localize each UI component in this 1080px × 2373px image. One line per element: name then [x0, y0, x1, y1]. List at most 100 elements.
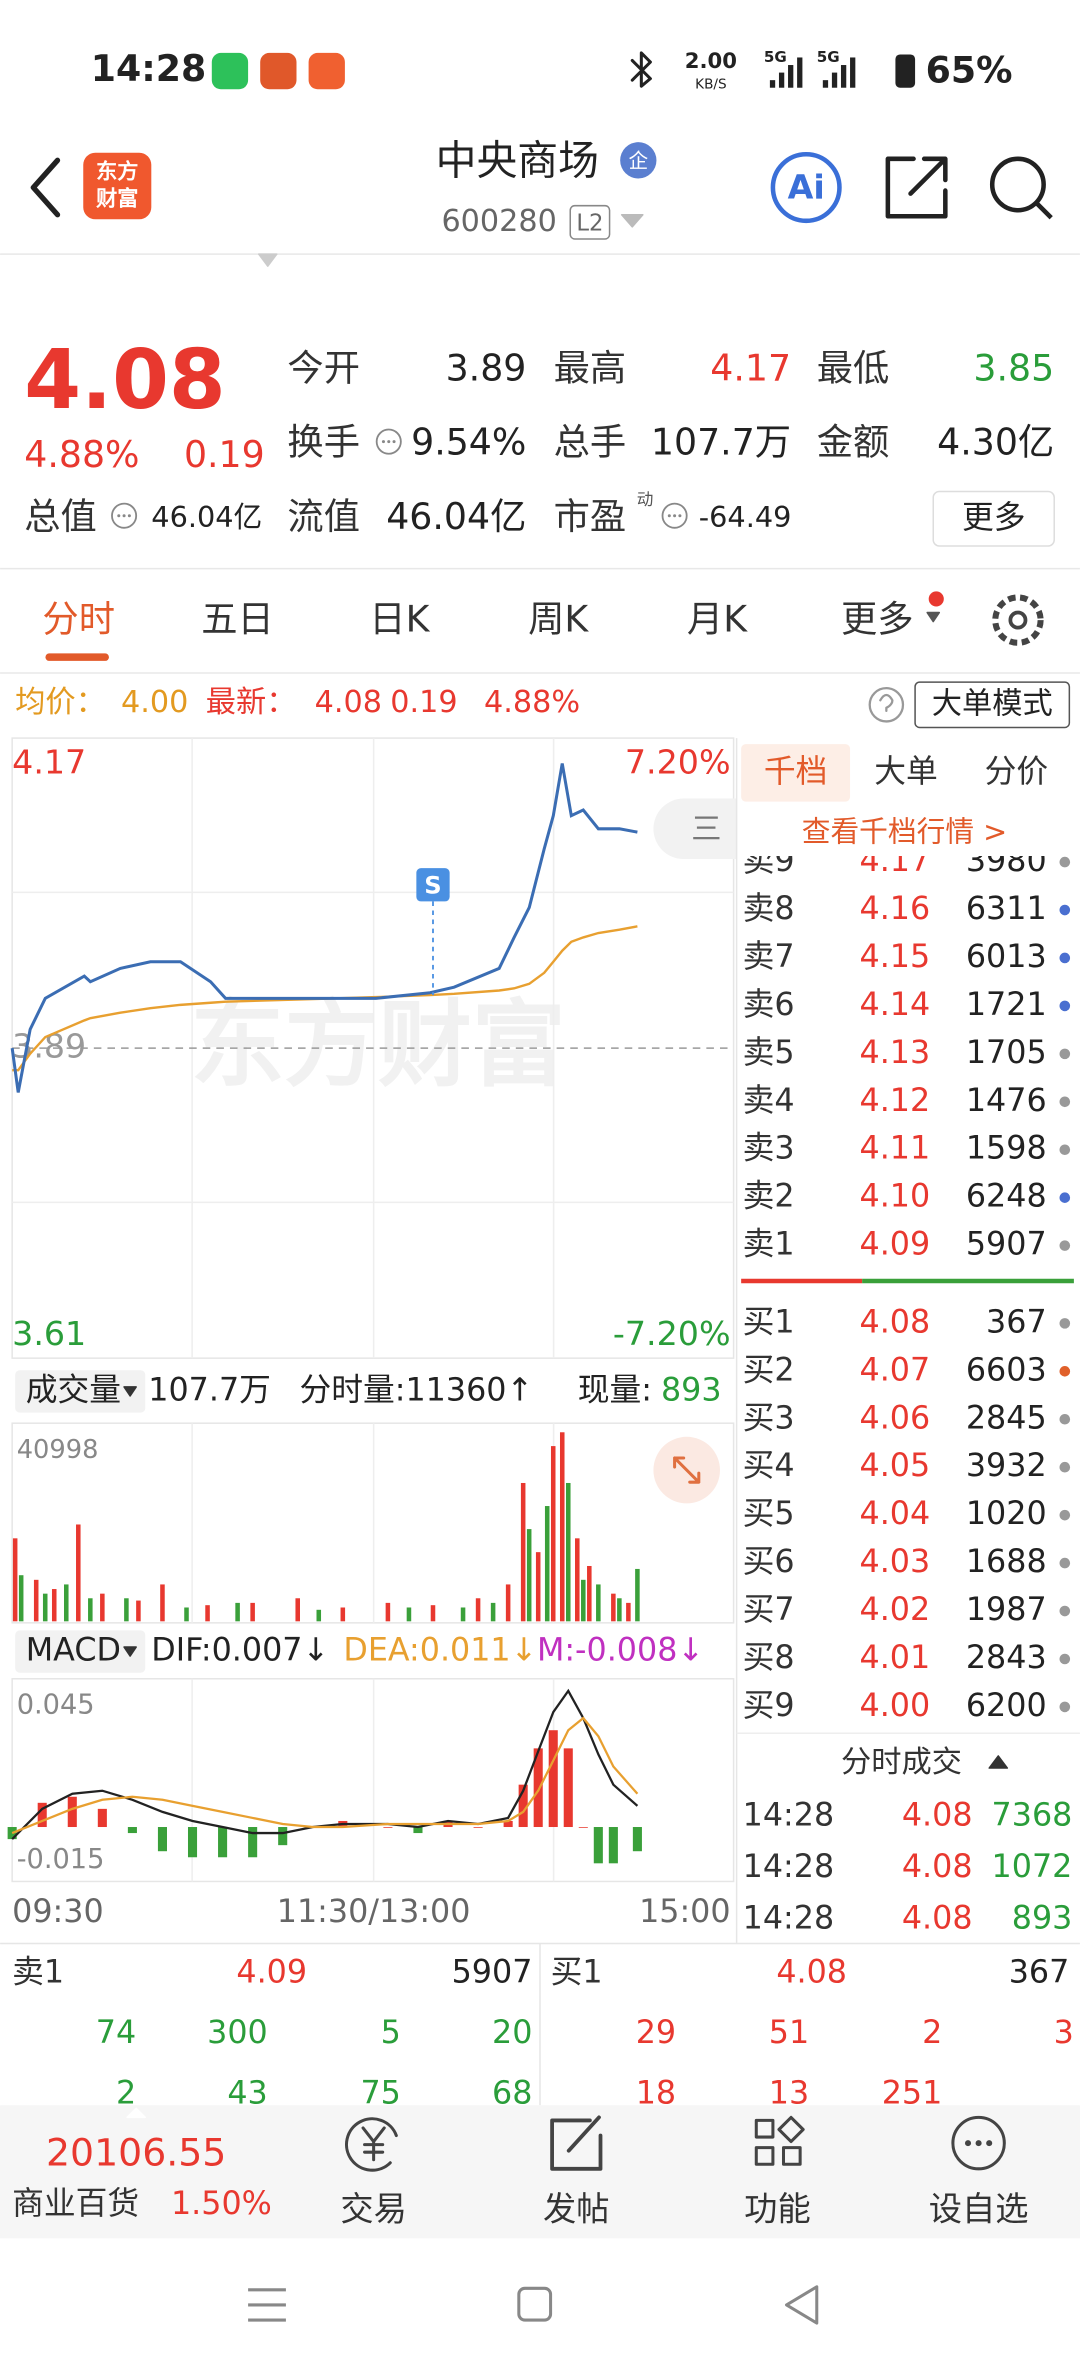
trade-volume: 1072: [992, 1849, 1073, 1885]
ai-button[interactable]: [770, 151, 842, 224]
book-link[interactable]: 查看千档行情 >: [802, 814, 1008, 848]
tab[interactable]: 更多: [841, 598, 914, 641]
tab[interactable]: 月K: [687, 598, 748, 641]
macd-bar: [578, 1827, 588, 1828]
volume-bar: [575, 1538, 580, 1622]
search-button[interactable]: [989, 156, 1046, 213]
volume-bar: [205, 1605, 210, 1622]
book-label: 买1: [743, 1304, 795, 1340]
more-button[interactable]: [932, 490, 1055, 547]
book-volume: 3932: [966, 1448, 1047, 1484]
macd-bar: [563, 1748, 573, 1828]
book-label: 卖3: [743, 1131, 795, 1167]
book-label: 卖2: [743, 1179, 795, 1215]
share-button[interactable]: [885, 156, 948, 219]
volume-bar: [635, 1568, 640, 1622]
volume-bar: [76, 1524, 81, 1622]
macd-bar: [518, 1784, 528, 1828]
depth-order: 13: [769, 2076, 809, 2112]
book-price: 4.11: [860, 1131, 931, 1167]
book-label: 卖1: [743, 1227, 795, 1263]
mode-button[interactable]: [914, 681, 1071, 729]
field-value: 4.30亿: [937, 421, 1054, 464]
app-icon: [308, 52, 345, 90]
tab[interactable]: 日K: [369, 598, 430, 641]
volume-bar: [385, 1602, 391, 1622]
more-text[interactable]: 更多: [962, 500, 1026, 536]
settings-button[interactable]: [992, 594, 1044, 646]
book-volume: 1020: [966, 1496, 1047, 1532]
back-button[interactable]: [30, 157, 61, 218]
book-label: 买9: [743, 1688, 795, 1724]
selector[interactable]: MACD: [26, 1633, 121, 1669]
depth-order: 18: [636, 2076, 676, 2112]
book-volume: 6603: [966, 1352, 1047, 1388]
book-label: 买7: [743, 1592, 795, 1628]
ai-text[interactable]: Ai: [788, 168, 825, 207]
volume-bar: [490, 1602, 496, 1622]
nav-button[interactable]: 设自选: [929, 2190, 1029, 2229]
book-tab[interactable]: 千档: [764, 754, 828, 790]
m-label: M:-0.008↓: [537, 1633, 704, 1669]
volume-bar: [340, 1607, 346, 1622]
mode-text[interactable]: 大单模式: [932, 686, 1053, 721]
book-price: 4.12: [860, 1083, 931, 1119]
macd-bar: [473, 1827, 483, 1828]
macd-bar: [548, 1730, 558, 1828]
signal-bar: [850, 57, 856, 88]
selector-box[interactable]: [15, 1370, 146, 1413]
active-tab-bg: [741, 744, 851, 802]
tick-volume: 分时量:11360↑: [300, 1372, 534, 1408]
trade-volume: 893: [1012, 1900, 1073, 1936]
signal-bar: [840, 65, 847, 88]
field-label: 最低: [817, 347, 890, 390]
info-dot: [117, 514, 121, 518]
book-tab[interactable]: 大单: [874, 754, 938, 790]
info-dot: [127, 514, 131, 518]
selector-box[interactable]: [15, 1630, 146, 1673]
trade-time: 14:28: [743, 1849, 834, 1885]
macd-bar: [218, 1827, 228, 1858]
field-value: 3.89: [446, 347, 527, 390]
app-icon: [260, 52, 297, 90]
signal-bar: [788, 65, 794, 88]
selector[interactable]: 成交量: [26, 1372, 121, 1408]
trade-time: 14:28: [743, 1797, 834, 1833]
price-lines: [10, 763, 638, 1093]
depth-order: 68: [492, 2076, 532, 2112]
depth-order: 5: [381, 2015, 401, 2051]
nav-button[interactable]: 交易: [340, 2190, 407, 2229]
volume-bar: [520, 1482, 526, 1622]
tab[interactable]: 五日: [201, 598, 274, 641]
badge-text: 企: [628, 149, 648, 172]
book-dot: [1059, 1461, 1071, 1473]
volume-bar: [526, 1529, 532, 1622]
macd-bar: [593, 1827, 603, 1864]
signal-label: 5G: [764, 48, 787, 66]
system-nav: [0, 2238, 1080, 2373]
book-volume: 1721: [966, 987, 1047, 1023]
depth-order: 20: [492, 2015, 532, 2051]
tab[interactable]: 周K: [528, 598, 589, 641]
book-label: 卖5: [743, 1035, 795, 1071]
home-button[interactable]: [517, 2286, 553, 2322]
macd-bar: [533, 1748, 543, 1828]
now-volume: 893: [661, 1372, 722, 1408]
book-dot: [1059, 1318, 1071, 1329]
depth-order: 29: [636, 2015, 676, 2051]
book-volume: 1705: [966, 1035, 1047, 1071]
y2-tick-label: -7.20%: [613, 1314, 731, 1353]
tab-underline: [45, 653, 109, 661]
volume-bar: [184, 1607, 189, 1622]
macd-bar: [413, 1827, 423, 1834]
floating-text[interactable]: 三: [691, 812, 721, 847]
nav-button[interactable]: 功能: [744, 2190, 811, 2229]
volume-bar: [544, 1506, 550, 1622]
macd-bar: [67, 1796, 77, 1828]
book-tab[interactable]: 分价: [985, 754, 1049, 790]
dropdown: [620, 214, 644, 228]
tab[interactable]: 分时: [42, 598, 115, 641]
volume-bar: [88, 1598, 93, 1622]
book-price: 4.07: [860, 1352, 931, 1388]
nav-button[interactable]: 发帖: [543, 2190, 610, 2229]
